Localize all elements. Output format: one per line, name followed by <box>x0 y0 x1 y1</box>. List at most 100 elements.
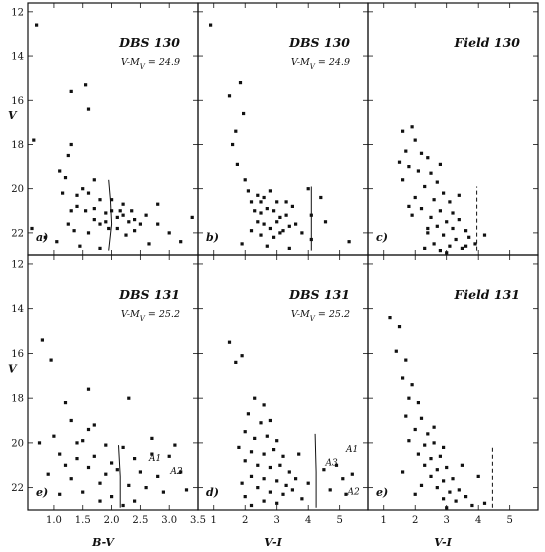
star-point <box>81 439 85 443</box>
star-point <box>407 204 411 208</box>
star-point <box>309 213 313 217</box>
star-point <box>43 235 47 239</box>
star-point <box>265 434 269 438</box>
star-point <box>451 211 455 215</box>
star-point <box>127 396 131 400</box>
star-point <box>92 423 96 427</box>
star-point <box>256 193 260 197</box>
star-point <box>121 213 125 217</box>
star-point <box>84 83 88 87</box>
star-point <box>150 436 154 440</box>
isochrone-line <box>314 433 317 508</box>
star-point <box>268 189 272 193</box>
star-point <box>460 463 464 467</box>
star-point <box>107 226 111 231</box>
star-point <box>30 226 34 231</box>
y-tick-label: 12 <box>11 7 24 18</box>
star-point <box>404 358 408 362</box>
star-point <box>115 215 119 219</box>
panel-title: DBS 130 <box>288 35 350 50</box>
star-point <box>464 229 468 233</box>
x-axis-label: V-I <box>264 536 282 549</box>
star-point <box>104 220 108 224</box>
star-point <box>124 233 128 237</box>
x-axis-label: V-I <box>434 536 452 549</box>
star-point <box>156 474 160 478</box>
star-point <box>323 220 328 224</box>
y-tick-label: 12 <box>11 259 24 270</box>
star-point <box>344 492 348 496</box>
star-point <box>104 443 108 447</box>
star-point <box>445 465 449 470</box>
star-point <box>442 445 446 449</box>
star-point <box>110 198 114 202</box>
star-point <box>231 142 235 147</box>
star-point <box>121 202 125 206</box>
star-point <box>464 244 468 248</box>
star-point <box>306 481 310 485</box>
star-point <box>272 448 276 452</box>
star-point <box>184 488 189 492</box>
star-point <box>290 488 294 492</box>
star-point <box>138 222 142 226</box>
panel-label: e) <box>376 486 388 499</box>
y-tick-label: 20 <box>11 184 24 195</box>
star-point <box>98 198 102 202</box>
star-point <box>253 209 257 213</box>
star-point <box>173 443 177 447</box>
star-point <box>419 151 424 155</box>
annotation-label: A2 <box>169 467 182 477</box>
panel-title: DBS 131 <box>288 287 350 302</box>
star-point <box>432 441 436 445</box>
star-point <box>419 483 424 487</box>
star-point <box>240 481 244 485</box>
star-point <box>442 497 446 501</box>
x-tick-label: 3.5 <box>190 515 206 526</box>
star-point <box>473 242 477 246</box>
star-point <box>86 231 91 235</box>
star-point <box>419 207 424 211</box>
star-point <box>416 169 420 173</box>
star-point <box>69 209 73 213</box>
star-point <box>81 187 85 191</box>
star-point <box>63 401 68 405</box>
y-tick-label: 14 <box>11 52 24 63</box>
star-point <box>426 156 430 160</box>
star-point <box>476 474 480 478</box>
star-point <box>262 452 266 456</box>
star-point <box>246 189 250 193</box>
star-point <box>262 499 266 503</box>
star-point <box>104 472 108 476</box>
star-point <box>281 454 285 458</box>
star-point <box>407 439 411 443</box>
y-axis-label: V <box>8 362 18 375</box>
star-point <box>300 231 304 235</box>
y-tick-label: 20 <box>11 438 24 449</box>
star-point <box>92 454 96 458</box>
star-point <box>61 191 65 195</box>
star-point <box>281 229 285 233</box>
star-point <box>161 490 165 494</box>
star-point <box>92 207 96 211</box>
star-point <box>407 165 411 169</box>
star-point <box>423 246 427 250</box>
star-point <box>482 233 487 237</box>
panel-title: DBS 130 <box>118 35 180 50</box>
star-point <box>470 503 474 508</box>
star-point <box>75 193 79 197</box>
star-point <box>397 160 402 164</box>
star-point <box>133 218 137 222</box>
star-point <box>104 211 108 215</box>
annotation-label: A1 <box>148 454 161 464</box>
star-point <box>138 470 142 474</box>
star-point <box>133 499 137 503</box>
star-point <box>426 226 430 231</box>
star-point <box>442 233 446 237</box>
isochrone-line <box>118 445 121 508</box>
x-tick-label: 1.0 <box>46 515 62 526</box>
star-point <box>426 231 430 235</box>
star-point <box>265 244 269 248</box>
star-point <box>81 490 85 494</box>
star-point <box>432 425 436 429</box>
